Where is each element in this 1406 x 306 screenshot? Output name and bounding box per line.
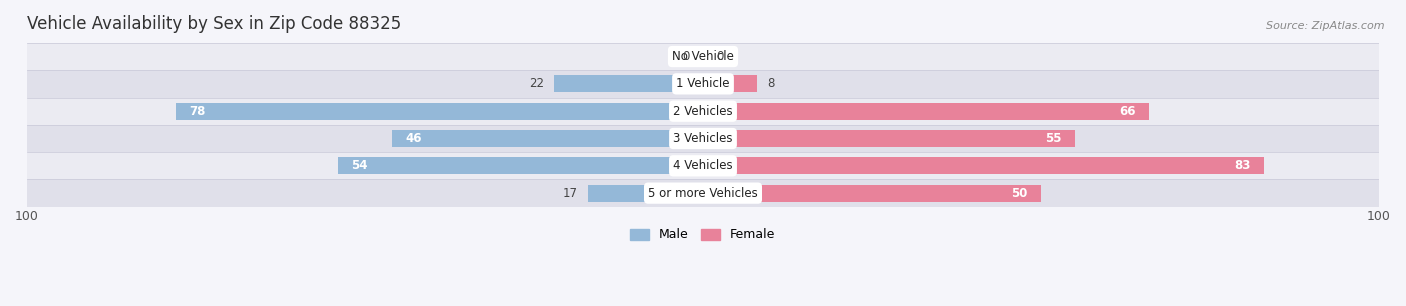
Text: 1 Vehicle: 1 Vehicle — [676, 77, 730, 90]
Bar — [27, 180, 1379, 207]
Bar — [703, 130, 1074, 147]
Bar — [703, 75, 756, 92]
Text: 5 or more Vehicles: 5 or more Vehicles — [648, 187, 758, 200]
Bar — [27, 125, 1379, 152]
Text: 55: 55 — [1045, 132, 1062, 145]
Text: 83: 83 — [1234, 159, 1250, 172]
Text: 50: 50 — [1011, 187, 1028, 200]
Text: Vehicle Availability by Sex in Zip Code 88325: Vehicle Availability by Sex in Zip Code … — [27, 15, 401, 33]
Bar — [703, 185, 1040, 202]
Text: 46: 46 — [405, 132, 422, 145]
Bar — [27, 43, 1379, 70]
Bar — [703, 157, 1264, 174]
Text: 8: 8 — [768, 77, 775, 90]
Bar — [337, 157, 703, 174]
Text: 0: 0 — [717, 50, 724, 63]
Bar — [27, 70, 1379, 98]
Text: 0: 0 — [682, 50, 689, 63]
Bar — [703, 103, 1149, 120]
Bar — [27, 152, 1379, 180]
Bar — [588, 185, 703, 202]
Bar — [27, 98, 1379, 125]
Text: 66: 66 — [1119, 105, 1136, 118]
Text: No Vehicle: No Vehicle — [672, 50, 734, 63]
Bar — [392, 130, 703, 147]
Bar — [554, 75, 703, 92]
Text: 4 Vehicles: 4 Vehicles — [673, 159, 733, 172]
Bar — [176, 103, 703, 120]
Text: 17: 17 — [562, 187, 578, 200]
Text: 22: 22 — [529, 77, 544, 90]
Text: 54: 54 — [352, 159, 368, 172]
Text: 2 Vehicles: 2 Vehicles — [673, 105, 733, 118]
Legend: Male, Female: Male, Female — [626, 223, 780, 246]
Text: 78: 78 — [190, 105, 205, 118]
Text: Source: ZipAtlas.com: Source: ZipAtlas.com — [1267, 21, 1385, 32]
Text: 3 Vehicles: 3 Vehicles — [673, 132, 733, 145]
